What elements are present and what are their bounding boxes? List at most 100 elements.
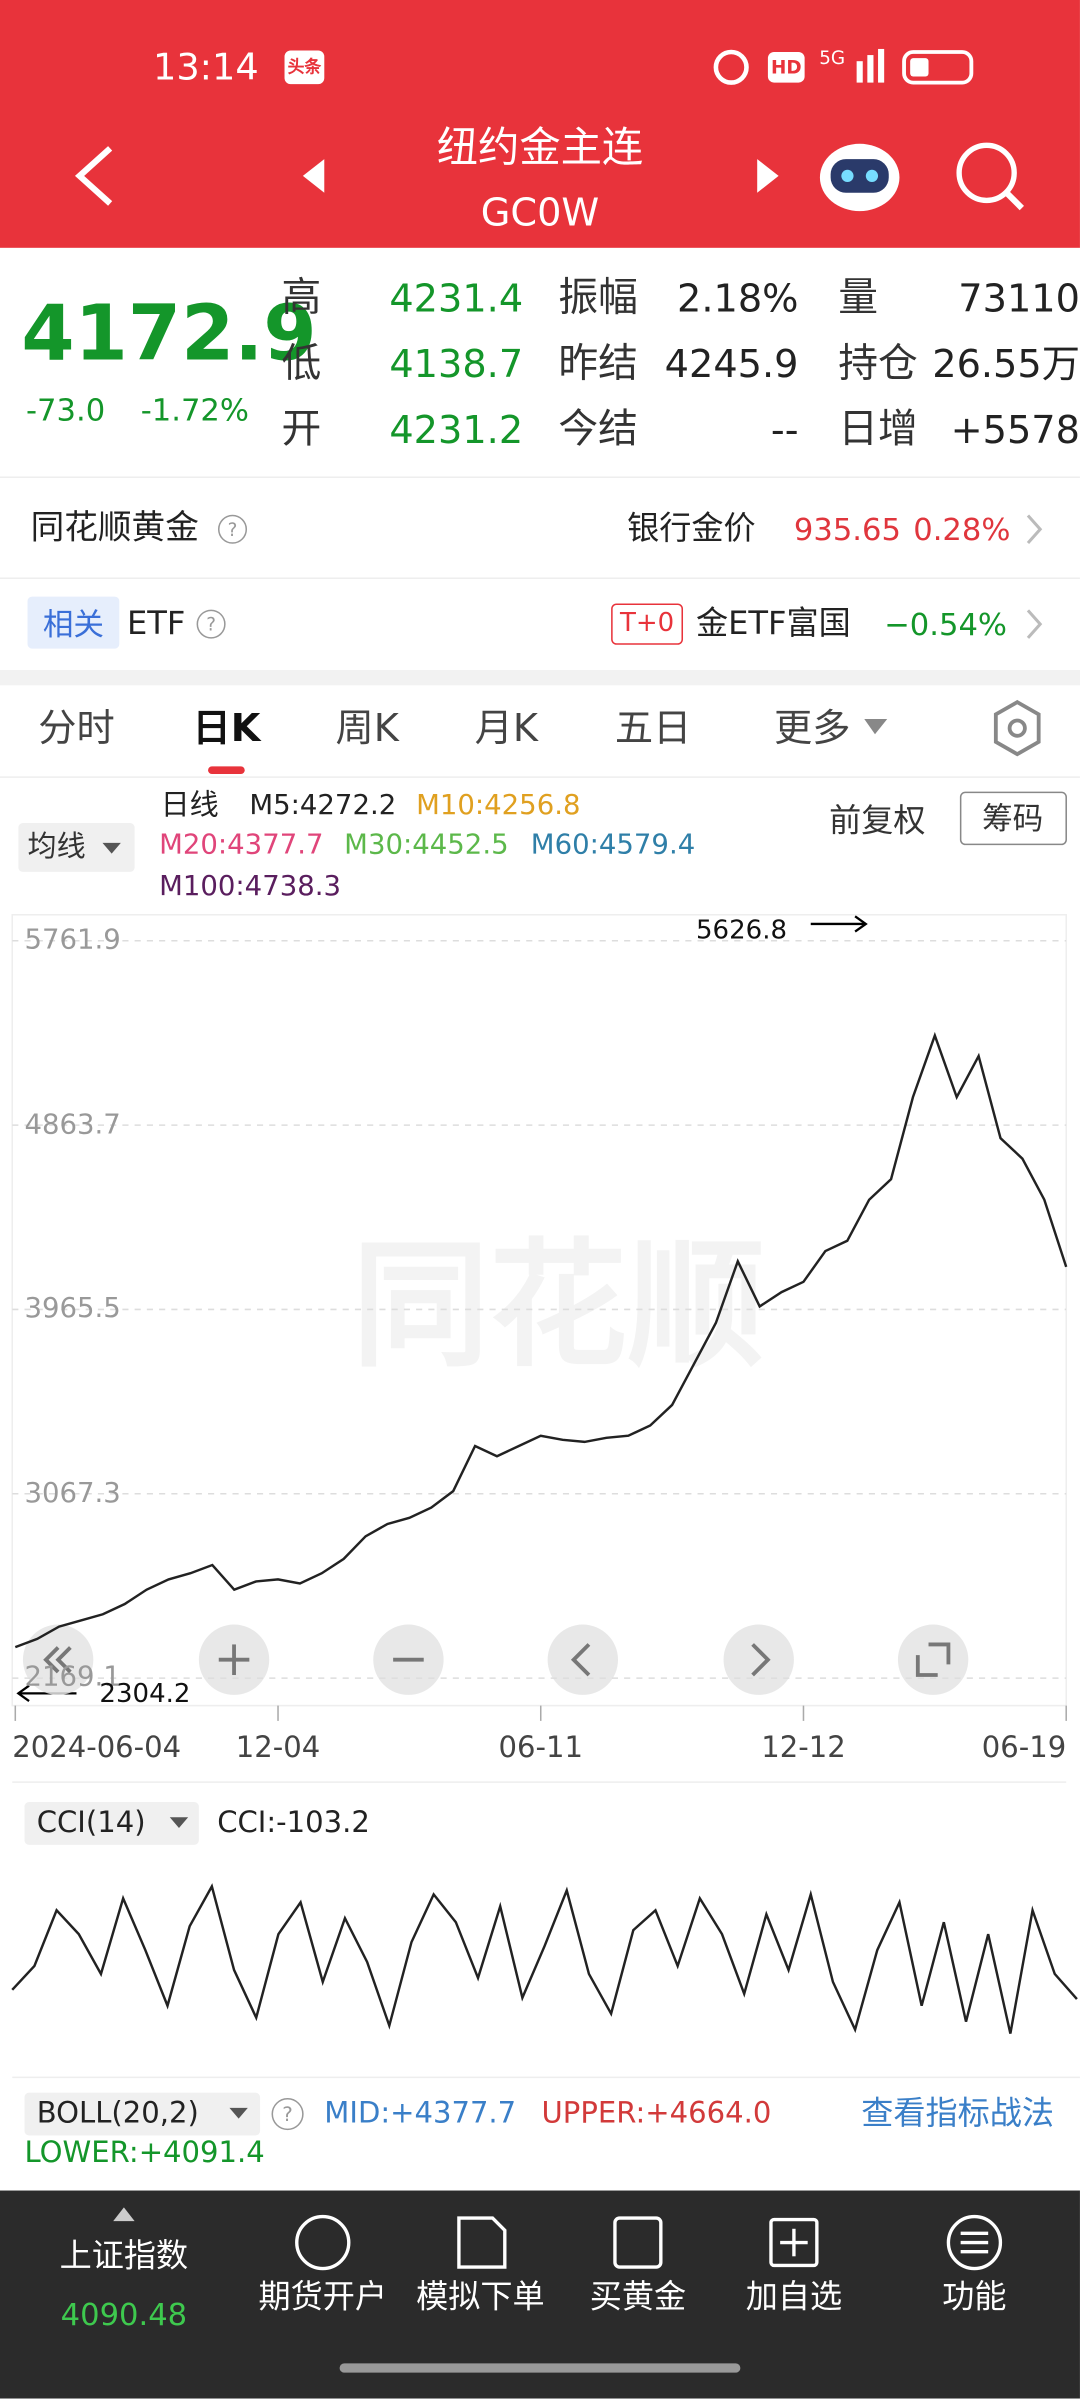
etf-badge: T+0: [619, 608, 675, 639]
badge-border: [611, 603, 684, 645]
nav-caret: [113, 2207, 135, 2222]
badge-bg: [284, 50, 325, 85]
stat-label: 日增: [838, 406, 918, 453]
selector-bg[interactable]: [18, 822, 135, 872]
home-indicator: [339, 2363, 741, 2373]
caret: [169, 1817, 189, 1828]
ma-period: 日线: [160, 788, 219, 823]
indicator-bg[interactable]: [24, 2092, 261, 2136]
boll-label[interactable]: BOLL(20,2): [36, 2096, 199, 2131]
robot-eye: [841, 169, 854, 183]
tab[interactable]: 周K: [335, 705, 399, 751]
tab[interactable]: 月K: [474, 705, 539, 751]
stat-label: 振幅: [558, 275, 638, 322]
help-icon[interactable]: [271, 2097, 304, 2131]
help-icon[interactable]: [196, 609, 226, 639]
help-mark: ?: [228, 520, 238, 541]
chips-button[interactable]: [959, 791, 1067, 846]
glyph: [915, 1655, 938, 1677]
next-icon[interactable]: [757, 159, 779, 193]
settings-icon[interactable]: [993, 699, 1041, 757]
nav-item[interactable]: 期货开户: [258, 2278, 388, 2316]
robot-eye: [865, 169, 879, 183]
back-icon[interactable]: [74, 146, 113, 206]
stat-label: 昨结: [558, 341, 638, 388]
chips-label[interactable]: 筹码: [982, 800, 1044, 837]
page-code: GC0W: [480, 190, 600, 235]
min-label: 2304.2: [99, 1678, 191, 1710]
icon: [946, 2214, 1003, 2271]
adjust-mode[interactable]: 前复权: [829, 802, 926, 840]
bank-change: 0.28%: [913, 510, 1011, 548]
prev-icon[interactable]: [302, 159, 325, 193]
header-bg: [0, 0, 1080, 248]
settings-dot: [1007, 718, 1027, 738]
boll-upper: UPPER:+4664.0: [541, 2096, 772, 2131]
stat-value: --: [770, 407, 799, 453]
stat-value: 73110: [958, 276, 1080, 321]
signal-bar: [856, 61, 863, 83]
robot-face: [830, 159, 889, 193]
y-tick-label: 3965.5: [24, 1292, 121, 1325]
etf-change: −0.54%: [884, 605, 1007, 643]
bank-price: 935.65: [793, 510, 901, 548]
search-icon[interactable]: [956, 142, 1017, 204]
status-badge: 头条: [287, 57, 322, 78]
status-hd: HD: [770, 56, 802, 79]
index-value: 4090.48: [60, 2296, 188, 2333]
caret: [229, 2107, 248, 2119]
ma-value: M5:4272.2: [249, 789, 397, 822]
ma-selector[interactable]: 均线: [27, 829, 86, 864]
stat-value: 2.18%: [677, 276, 799, 321]
price-line: [11, 1883, 1078, 2034]
stat-label: 今结: [558, 406, 638, 453]
price-line: [14, 1031, 1068, 1649]
hd-bg: [767, 52, 805, 83]
signal-bar: [867, 55, 874, 83]
etf-name[interactable]: 金ETF富国: [696, 604, 851, 642]
search-handle: [1004, 190, 1025, 211]
ma-value: M10:4256.8: [416, 789, 581, 822]
ma-value: M30:4452.5: [344, 829, 509, 862]
tab-indicator: [208, 766, 245, 775]
tag-bg: [27, 596, 120, 649]
indicator-link[interactable]: 查看指标战法: [861, 2094, 1054, 2132]
index-label[interactable]: 上证指数: [59, 2237, 189, 2274]
etf-label: ETF: [126, 604, 186, 642]
tab[interactable]: 更多: [774, 705, 851, 751]
gold-label[interactable]: 同花顺黄金: [30, 509, 199, 548]
tab[interactable]: 日K: [192, 705, 261, 751]
stat-value: 26.55万: [932, 341, 1080, 387]
battery-level: [910, 58, 929, 77]
glyph: [570, 1643, 591, 1677]
signal-bar: [878, 48, 885, 83]
battery-icon: [902, 50, 974, 85]
status-time: 13:14: [152, 45, 259, 89]
icon: [613, 2216, 663, 2269]
stat-value: 4138.7: [389, 341, 524, 387]
max-label: 5626.8: [696, 915, 788, 947]
tab[interactable]: 分时: [38, 705, 115, 751]
indicator-name[interactable]: CCI(14): [36, 1805, 146, 1840]
nav-item[interactable]: 功能: [942, 2278, 1007, 2316]
arrow-head: [854, 915, 868, 933]
nav-item[interactable]: 加自选: [745, 2278, 843, 2316]
stat-label: 开: [281, 406, 322, 453]
x-tick-label: 12-04: [235, 1730, 321, 1765]
alarm-icon: [713, 49, 749, 85]
tab[interactable]: 五日: [614, 705, 692, 751]
zoom-button[interactable]: [897, 1624, 969, 1695]
stat-value: 4231.4: [389, 276, 524, 321]
help-icon[interactable]: [217, 514, 248, 544]
icon: [295, 2214, 351, 2271]
x-tick-label: 06-11: [498, 1730, 583, 1765]
indicator-bg[interactable]: [24, 1801, 199, 1845]
nav-item[interactable]: 模拟下单: [416, 2278, 545, 2316]
glyph: [55, 1646, 72, 1674]
y-tick-label: 4863.7: [24, 1108, 121, 1141]
nav-item[interactable]: 买黄金: [589, 2278, 687, 2316]
